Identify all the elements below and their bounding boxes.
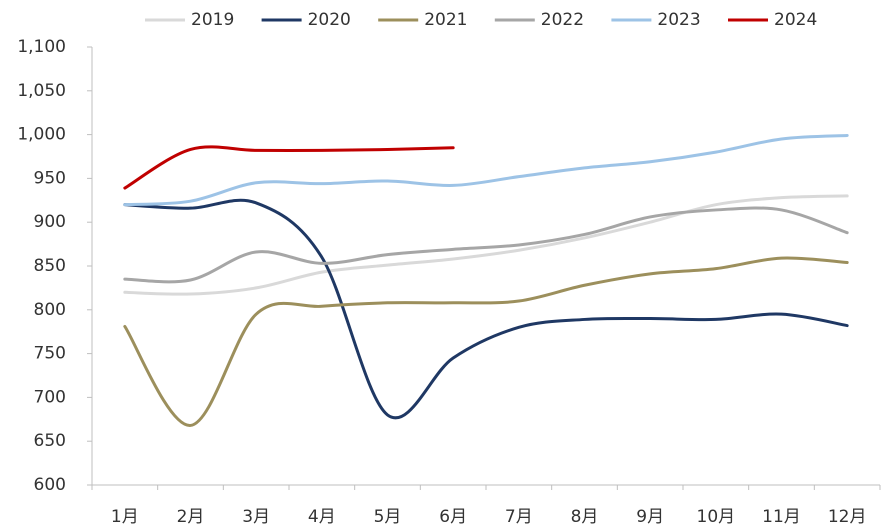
y-tick-label: 800: [34, 300, 66, 320]
series-line: [123, 133, 849, 207]
x-tick-label: 8月: [571, 507, 599, 527]
y-tick-label: 900: [34, 212, 66, 232]
y-tick-label: 750: [34, 344, 66, 364]
legend-label: 2021: [424, 10, 467, 30]
y-tick-label: 950: [34, 168, 66, 188]
x-tick-label: 9月: [636, 507, 664, 527]
x-tick-label: 4月: [308, 507, 336, 527]
y-tick-label: 1,100: [17, 37, 66, 57]
legend-label: 2024: [774, 10, 817, 30]
series-line: [123, 145, 455, 190]
y-tick-label: 600: [34, 475, 66, 495]
x-tick-label: 5月: [374, 507, 402, 527]
x-tick-label: 7月: [505, 507, 533, 527]
y-tick-label: 650: [34, 431, 66, 451]
series-line: [123, 194, 849, 296]
series-line: [123, 198, 849, 420]
x-tick-label: 3月: [242, 507, 270, 527]
y-tick-label: 1,050: [17, 81, 66, 101]
legend-label: 2023: [657, 10, 700, 30]
y-tick-label: 1,000: [17, 125, 66, 145]
x-tick-label: 12月: [828, 507, 867, 527]
x-tick-label: 11月: [762, 507, 801, 527]
x-tick-label: 10月: [697, 507, 736, 527]
y-tick-label: 700: [34, 387, 66, 407]
x-tick-label: 2月: [177, 507, 205, 527]
x-tick-label: 1月: [111, 507, 139, 527]
legend-label: 2020: [308, 10, 351, 30]
x-tick-label: 6月: [439, 507, 467, 527]
y-tick-label: 850: [34, 256, 66, 276]
series-line: [123, 206, 849, 284]
legend-label: 2019: [191, 10, 234, 30]
legend-label: 2022: [541, 10, 584, 30]
series-line: [123, 256, 849, 427]
